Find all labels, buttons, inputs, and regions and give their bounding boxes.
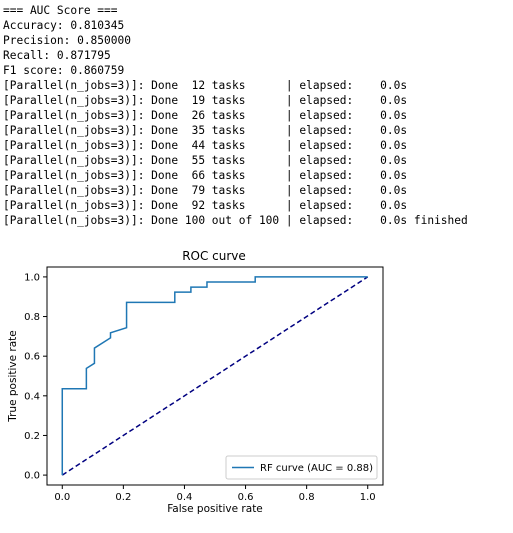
- reference-diagonal-line: [61, 276, 369, 476]
- y-tick-label: 0.4: [24, 391, 40, 402]
- chart-title: ROC curve: [182, 249, 246, 263]
- console-line: [Parallel(n_jobs=3)]: Done 79 tasks | el…: [3, 184, 408, 197]
- console-line: [Parallel(n_jobs=3)]: Done 19 tasks | el…: [3, 94, 408, 107]
- console-line: [Parallel(n_jobs=3)]: Done 66 tasks | el…: [3, 169, 408, 182]
- x-tick-label: 0.4: [177, 492, 193, 503]
- console-line: [Parallel(n_jobs=3)]: Done 100 out of 10…: [3, 214, 468, 227]
- roc-chart: ROC curve 0.0 0.2 0.4 0.6 0.8 1.0 0.0 0.2 0.4 0.6…: [0, 245, 513, 528]
- console-line: [Parallel(n_jobs=3)]: Done 44 tasks | el…: [3, 139, 408, 152]
- console-line: [Parallel(n_jobs=3)]: Done 26 tasks | el…: [3, 109, 408, 122]
- y-tick-label: 0.6: [24, 352, 40, 363]
- console-output: === AUC Score === Accuracy: 0.810345 Preci…: [3, 3, 468, 228]
- console-line: [Parallel(n_jobs=3)]: Done 35 tasks | el…: [3, 124, 408, 137]
- console-line: Accuracy: 0.810345: [3, 19, 125, 32]
- legend-box: [225, 455, 378, 480]
- console-line: [Parallel(n_jobs=3)]: Done 55 tasks | el…: [3, 154, 408, 167]
- x-tick-label: 0.2: [115, 492, 131, 503]
- console-line: Precision: 0.850000: [3, 34, 131, 47]
- x-tick-label: 0.8: [299, 492, 315, 503]
- x-axis-label: False positive rate: [167, 503, 263, 515]
- y-tick-label: 0.0: [24, 471, 40, 482]
- x-tick-label: 0.6: [238, 492, 254, 503]
- legend-label: RF curve (AUC = 0.88): [260, 463, 373, 474]
- x-tick-label: 1.0: [360, 492, 376, 503]
- console-line: F1 score: 0.860759: [3, 64, 125, 77]
- legend: RF curve (AUC = 0.88): [225, 455, 378, 480]
- console-line: Recall: 0.871795: [3, 49, 111, 62]
- x-tick-label: 0.0: [54, 492, 70, 503]
- roc-curve-line: [61, 276, 368, 476]
- console-line: === AUC Score ===: [3, 4, 118, 17]
- console-line: [Parallel(n_jobs=3)]: Done 92 tasks | el…: [3, 199, 408, 212]
- y-tick-label: 0.8: [24, 312, 40, 323]
- console-line: [Parallel(n_jobs=3)]: Done 12 tasks | el…: [3, 79, 408, 92]
- y-tick-label: 1.0: [24, 272, 40, 283]
- y-tick-label: 0.2: [24, 431, 40, 442]
- y-axis-label: True positive rate: [7, 330, 19, 423]
